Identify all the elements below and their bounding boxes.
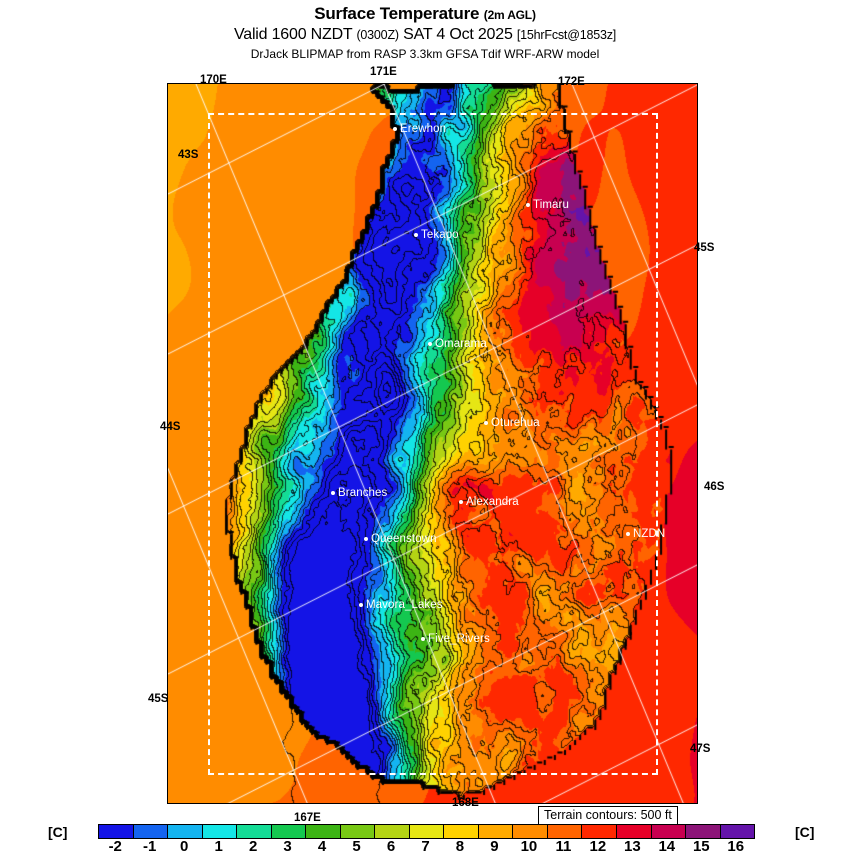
unit-label-right: [C] — [795, 824, 815, 840]
colorbar-cell — [202, 825, 238, 838]
colorbar-swatches[interactable] — [98, 824, 755, 839]
colorbar-cell — [168, 825, 203, 838]
colorbar-tick: 2 — [248, 838, 258, 855]
colorbar-cell — [478, 825, 514, 838]
colorbar-cell — [547, 825, 583, 838]
colorbar-tick: 16 — [727, 838, 745, 855]
forecast-hour-tag: [15hrFcst@1853z] — [516, 28, 617, 42]
colorbar-tick: 14 — [658, 838, 676, 855]
graticule-label: 43S — [178, 149, 199, 161]
colorbar-tick: 12 — [589, 838, 607, 855]
colorbar-tick: 0 — [180, 838, 189, 855]
colorbar-cell — [237, 825, 272, 838]
colorbar-cell — [409, 825, 445, 838]
graticule-label: 167E — [294, 812, 321, 824]
colorbar-cell — [271, 825, 307, 838]
graticule-label: 45S — [148, 693, 169, 705]
colorbar-cell — [133, 825, 169, 838]
colorbar-tick: 11 — [555, 838, 572, 855]
colorbar-cell — [616, 825, 652, 838]
colorbar-tick: 3 — [283, 838, 292, 855]
terrain-contour-legend: Terrain contours: 500 ft — [538, 806, 678, 825]
colorbar-cell — [651, 825, 687, 838]
colorbar-cell — [306, 825, 341, 838]
valid-time-zulu: (0300Z) — [356, 28, 399, 42]
graticule-label: 47S — [690, 743, 711, 755]
colorbar-tick: 7 — [421, 838, 430, 855]
colorbar-tick: 8 — [455, 838, 465, 855]
title-main-text: Surface Temperature — [314, 4, 480, 23]
colorbar-cell — [340, 825, 376, 838]
graticule-label: 168E — [452, 797, 479, 809]
title-block: Surface Temperature (2m AGL) Valid 1600 … — [0, 4, 850, 61]
temperature-map[interactable]: Erewhon Timaru Tekapo Omarama Oturehua Branch… — [167, 83, 698, 804]
colorbar-tick-labels: -2 -1 0 1 2 3 4 5 6 7 8 9 10 11 12 13 14 15 16 — [98, 838, 753, 858]
page-title: Surface Temperature (2m AGL) — [0, 4, 850, 24]
graticule-label: 170E — [200, 74, 227, 86]
colorbar-tick: 1 — [214, 838, 223, 855]
colorbar-cell — [582, 825, 617, 838]
colorbar-block: [C] -2 -1 0 1 2 3 4 5 6 7 8 9 10 11 12 13 14 15 16 [C] — [0, 824, 850, 860]
colorbar-tick: 10 — [520, 838, 538, 855]
valid-date: SAT 4 Oct 2025 — [403, 26, 513, 43]
graticule-label: 46S — [704, 481, 725, 493]
colorbar-tick: 9 — [490, 838, 499, 855]
valid-time-line: Valid 1600 NZDT (0300Z) SAT 4 Oct 2025 [… — [0, 26, 850, 44]
colorbar-cell — [99, 825, 134, 838]
title-superscript: (2m AGL) — [483, 8, 536, 22]
colorbar-tick: 4 — [317, 838, 327, 855]
colorbar-tick: 5 — [352, 838, 361, 855]
graticule-label: 45S — [694, 242, 715, 254]
colorbar-cell — [444, 825, 479, 838]
valid-time-local: Valid 1600 NZDT — [233, 26, 353, 43]
colorbar-tick: 13 — [623, 838, 641, 855]
colorbar-tick: -1 — [143, 838, 157, 855]
colorbar-tick: -2 — [108, 838, 122, 855]
unit-label-left: [C] — [48, 824, 68, 840]
colorbar-tick: 15 — [692, 838, 710, 855]
colorbar-cell — [513, 825, 548, 838]
temperature-raster — [168, 84, 697, 803]
graticule-label: 172E — [558, 76, 585, 88]
colorbar-cell — [375, 825, 410, 838]
colorbar-tick: 6 — [386, 838, 396, 855]
graticule-label: 171E — [370, 66, 397, 78]
colorbar-cell — [720, 825, 755, 838]
model-source-line: DrJack BLIPMAP from RASP 3.3km GFSA Tdif… — [250, 47, 600, 61]
colorbar-cell — [686, 825, 721, 838]
graticule-label: 44S — [160, 421, 181, 433]
